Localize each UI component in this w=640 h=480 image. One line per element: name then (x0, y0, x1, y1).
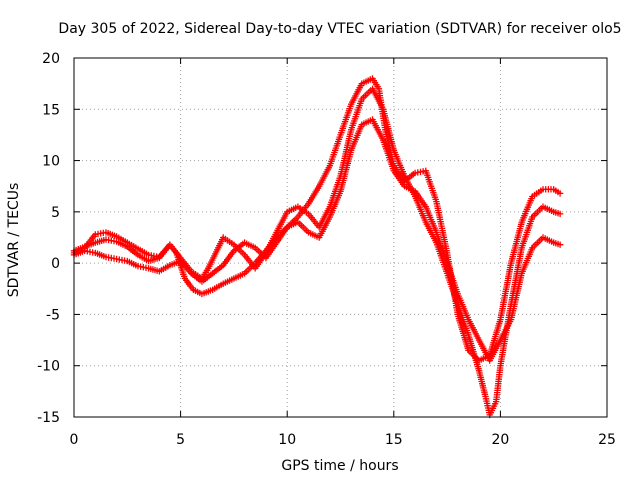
data-points (70, 75, 564, 419)
y-tick-label: -15 (37, 410, 60, 426)
series-1 (70, 75, 564, 364)
y-tick-label: 10 (42, 154, 60, 170)
y-tick-label: 0 (51, 256, 60, 272)
chart-title: Day 305 of 2022, Sidereal Day-to-day VTE… (58, 21, 621, 37)
x-tick-label: 20 (491, 432, 509, 448)
data-point (556, 210, 564, 218)
x-tick-label: 10 (278, 432, 296, 448)
y-tick-label: -10 (37, 359, 60, 375)
y-tick-label: 15 (42, 102, 60, 118)
plot-frame (73, 57, 608, 418)
data-point (556, 190, 564, 197)
axis-ticks: 0 5 10 15 20 25 20 15 10 5 0 -5 -10 -15 (37, 51, 616, 448)
x-tick-label: 5 (176, 432, 185, 448)
y-tick-label: 5 (51, 205, 60, 221)
series-2 (70, 85, 564, 419)
y-tick-label: 20 (42, 51, 60, 67)
x-tick-label: 25 (598, 432, 616, 448)
series-3 (70, 116, 564, 364)
grid-lines (74, 58, 607, 417)
x-tick-label: 15 (385, 432, 403, 448)
x-tick-label: 0 (70, 432, 79, 448)
y-axis-label: SDTVAR / TECUs (6, 183, 22, 298)
data-point (556, 241, 564, 248)
y-tick-label: -5 (46, 307, 60, 323)
x-axis-label: GPS time / hours (281, 458, 398, 474)
